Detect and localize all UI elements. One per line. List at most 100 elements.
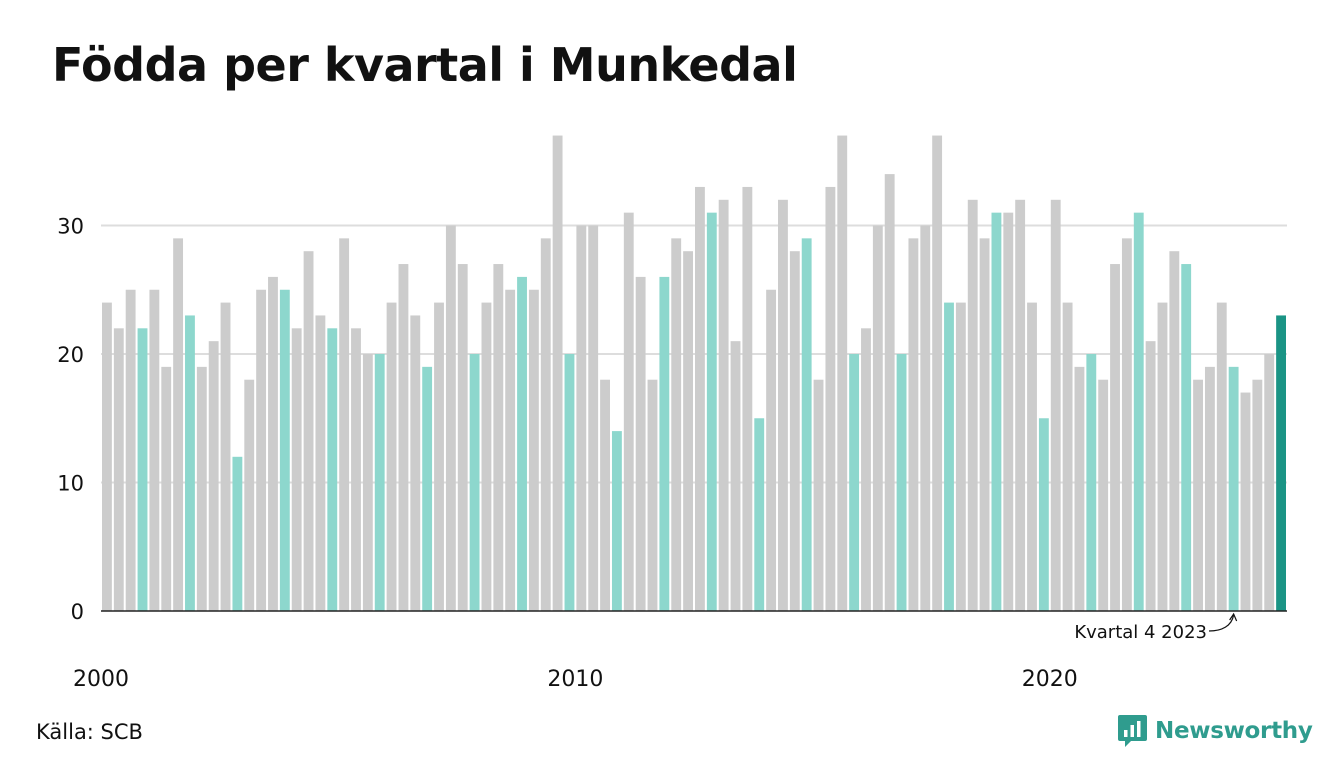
bar — [1003, 212, 1014, 611]
bar — [469, 354, 480, 611]
bar — [671, 238, 682, 611]
bar — [884, 174, 895, 611]
bar — [837, 135, 848, 612]
bar — [920, 225, 931, 611]
bar — [173, 238, 184, 611]
bar — [647, 379, 658, 611]
bar — [1276, 315, 1286, 611]
bar — [588, 225, 599, 611]
brand-logo: Newsworthy — [1117, 714, 1313, 748]
y-tick-label: 30 — [57, 215, 84, 239]
bar — [1015, 199, 1026, 612]
y-axis-ticks: 0 10 20 30 — [57, 215, 84, 625]
y-tick-label: 20 — [57, 343, 84, 367]
bar — [979, 238, 990, 611]
bar — [137, 328, 148, 611]
bar — [1074, 366, 1085, 611]
bar — [149, 289, 160, 611]
bar — [291, 328, 302, 611]
bar — [493, 264, 504, 611]
bar — [1252, 379, 1263, 611]
bar — [1157, 302, 1168, 611]
bar — [457, 264, 468, 611]
bar — [1086, 354, 1097, 611]
bar — [635, 276, 646, 611]
bar — [268, 276, 278, 611]
bar — [706, 212, 717, 611]
bar — [861, 328, 871, 611]
bar — [351, 328, 361, 611]
bar — [185, 315, 195, 611]
bar — [576, 225, 587, 611]
bar — [362, 354, 373, 611]
bar — [196, 366, 207, 611]
bar — [730, 341, 741, 611]
bar — [1098, 379, 1109, 611]
bar — [766, 289, 777, 611]
y-tick-label: 10 — [57, 472, 84, 496]
bar — [1204, 366, 1215, 611]
bar — [161, 366, 172, 611]
bar — [327, 328, 338, 611]
bar — [552, 135, 563, 612]
bar — [410, 315, 421, 611]
bar — [113, 328, 124, 611]
bar — [896, 354, 907, 611]
x-tick-label: 2010 — [547, 667, 603, 692]
bar — [434, 302, 444, 611]
bar — [849, 354, 860, 611]
annotation: Kvartal 4 2023 — [1074, 612, 1238, 643]
bar — [611, 431, 622, 611]
bar — [540, 238, 551, 611]
bar — [102, 302, 112, 611]
bar — [695, 186, 705, 611]
x-axis-ticks: 2000 2010 2020 — [73, 667, 1078, 692]
bar — [1169, 251, 1180, 611]
annotation-arrow — [1208, 614, 1235, 632]
brand-name: Newsworthy — [1155, 718, 1313, 744]
bar — [932, 135, 943, 612]
bar — [825, 186, 836, 611]
bars — [102, 135, 1286, 612]
bar — [1121, 238, 1132, 611]
bar — [742, 186, 753, 611]
bar — [256, 289, 267, 611]
bar — [1240, 392, 1251, 611]
bar — [220, 302, 231, 611]
bar — [125, 289, 136, 611]
bar — [754, 418, 765, 611]
gridlines — [101, 224, 1287, 484]
bar — [517, 276, 527, 611]
bar — [1110, 264, 1120, 611]
bar — [244, 379, 255, 611]
bar — [659, 276, 670, 611]
annotation-label: Kvartal 4 2023 — [1074, 622, 1207, 643]
bar — [386, 302, 397, 611]
bar — [778, 199, 788, 612]
bar — [600, 379, 610, 611]
newsworthy-logo-icon — [1118, 715, 1147, 747]
bar — [505, 289, 516, 611]
bar — [232, 456, 243, 611]
source-label: Källa: SCB — [36, 720, 143, 744]
bar — [374, 354, 385, 611]
bar — [967, 199, 978, 612]
bar — [1062, 302, 1073, 611]
x-tick-label: 2020 — [1022, 667, 1078, 692]
bar — [1181, 264, 1192, 611]
annotation-arrowhead — [1229, 612, 1238, 622]
bar — [528, 289, 539, 611]
page-title: Födda per kvartal i Munkedal — [52, 38, 798, 92]
bar — [481, 302, 492, 611]
bar — [1133, 212, 1144, 611]
bar — [908, 238, 919, 611]
bar — [718, 199, 729, 612]
bar — [1145, 341, 1156, 611]
bar — [1050, 199, 1061, 612]
bar — [801, 238, 812, 611]
bar — [445, 225, 456, 611]
bar — [955, 302, 966, 611]
y-tick-label: 0 — [71, 600, 84, 624]
bar — [944, 302, 954, 611]
